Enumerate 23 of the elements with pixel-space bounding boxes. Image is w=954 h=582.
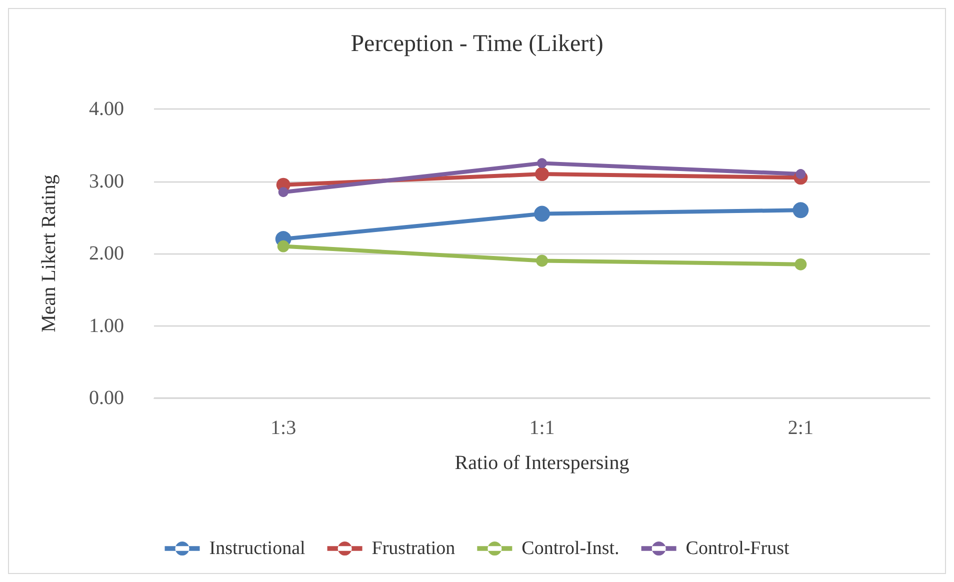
x-tick-label: 1:3	[270, 417, 296, 439]
y-tick-label: 4.00	[89, 98, 124, 120]
legend-label: Frustration	[372, 538, 456, 559]
x-axis-title: Ratio of Interspersing	[454, 452, 630, 474]
legend-label: Instructional	[209, 538, 306, 559]
point	[537, 158, 547, 168]
legend-label: Control-Inst.	[522, 538, 620, 559]
chart-title: Perception - Time (Likert)	[350, 31, 604, 57]
y-tick-label: 3.00	[89, 170, 124, 192]
point	[536, 254, 548, 267]
y-tick-label: 2.00	[89, 242, 124, 264]
x-tick-label: 2:1	[788, 417, 814, 439]
point	[792, 202, 809, 218]
y-tick-label: 1.00	[89, 314, 124, 337]
y-tick-label: 0.00	[89, 387, 124, 409]
point	[277, 240, 290, 252]
x-tick-label: 1:1	[529, 417, 555, 439]
point	[794, 258, 807, 270]
point	[534, 206, 550, 222]
legend-label: Control-Frust	[686, 538, 790, 559]
y-axis-title: Mean Likert Rating	[38, 174, 60, 332]
point	[278, 187, 288, 198]
point	[535, 167, 549, 182]
